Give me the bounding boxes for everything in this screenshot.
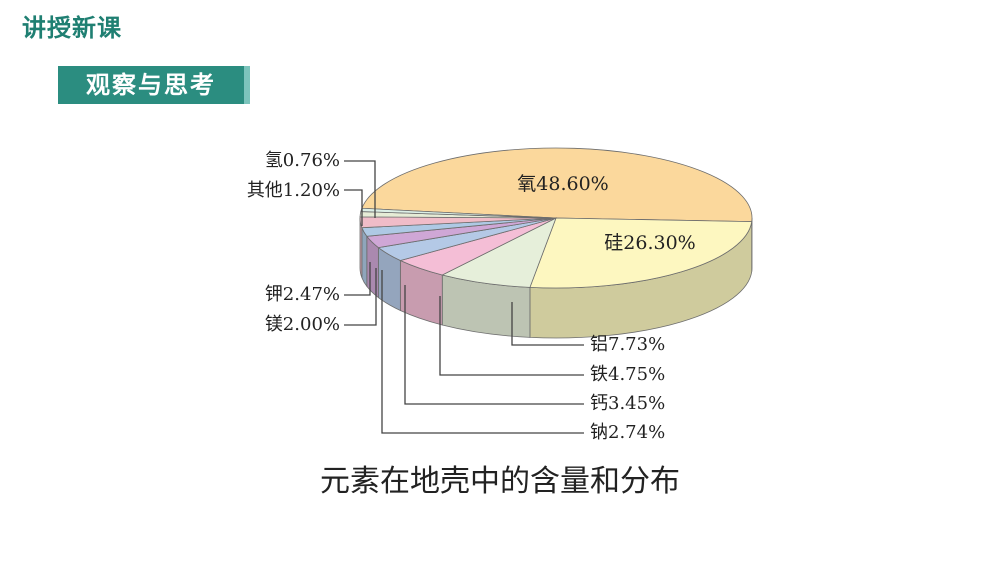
slice-label-氧: 氧48.60% xyxy=(517,173,608,195)
slice-label-钠: 钠2.74% xyxy=(590,422,665,443)
slice-label-硅: 硅26.30% xyxy=(604,232,695,254)
slice-label-铝: 铝7.73% xyxy=(590,334,665,355)
slice-label-钙: 钙3.45% xyxy=(590,393,665,414)
pie-top-faces xyxy=(360,148,752,288)
slice-label-铁: 铁4.75% xyxy=(590,364,665,385)
slice-label-氢: 氢0.76% xyxy=(265,150,340,171)
slice-label-镁: 镁2.00% xyxy=(265,314,340,335)
slice-label-钾: 钾2.47% xyxy=(265,284,340,305)
chart-caption: 元素在地壳中的含量和分布 xyxy=(0,456,1000,500)
pie-side-镁 xyxy=(362,228,367,287)
leader-line-其他 xyxy=(344,190,362,226)
slice-label-其他: 其他1.20% xyxy=(247,180,340,201)
